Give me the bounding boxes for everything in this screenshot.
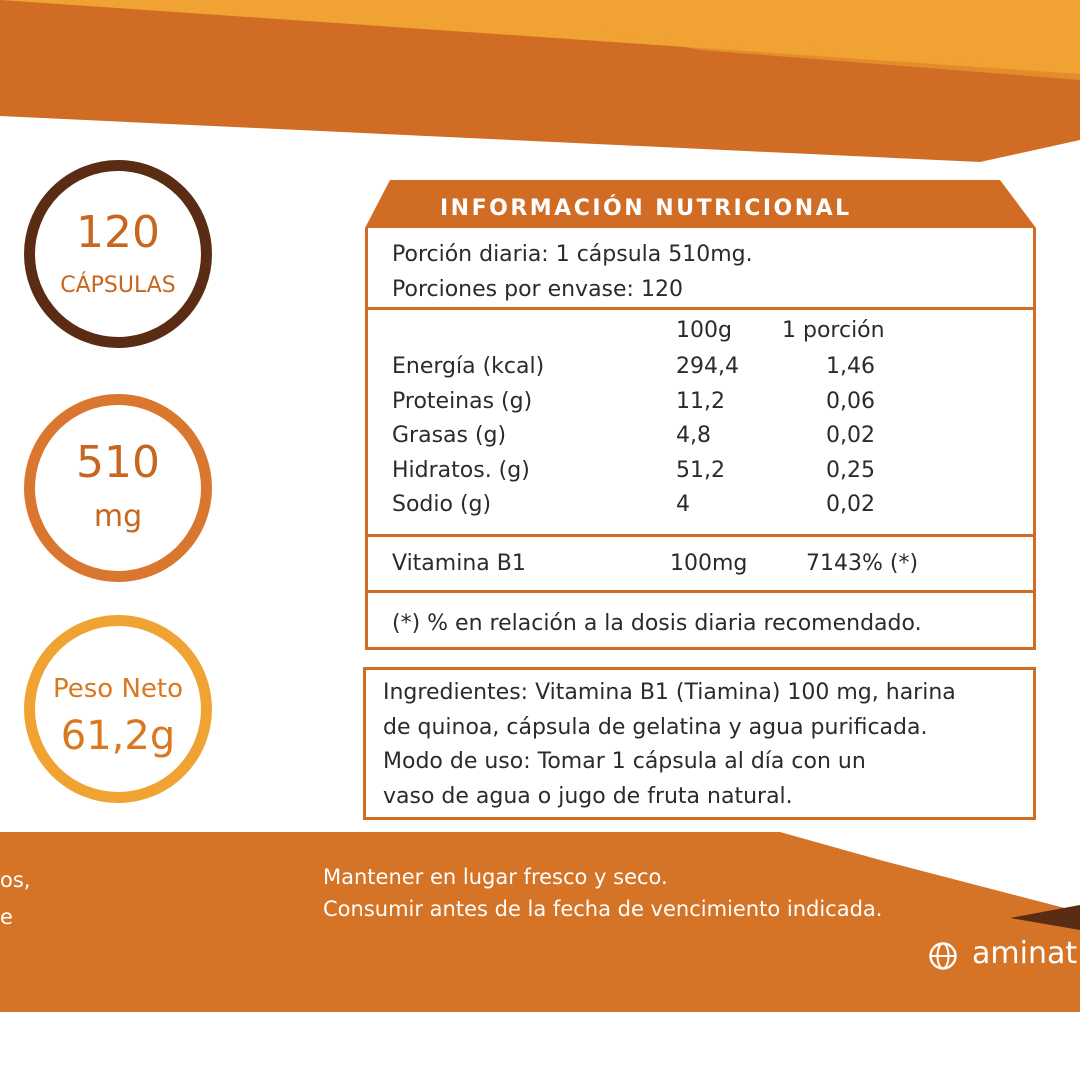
weight-number: 510: [76, 437, 160, 488]
vitamin-per100g: 100mg: [670, 551, 748, 576]
footer-left-fragment: e: [0, 905, 13, 929]
nutrient-per100g: 4: [676, 492, 690, 517]
nutrient-name: Sodio (g): [392, 492, 492, 517]
capsules-count: 120: [76, 207, 160, 258]
nutrient-name: Energía (kcal): [392, 354, 545, 379]
nutrient-name: Grasas (g): [392, 423, 507, 448]
nutrient-per100g: 11,2: [676, 389, 725, 414]
website-link[interactable]: aminat: [972, 936, 1078, 971]
capsules-badge: 120 CÁPSULAS: [24, 160, 212, 348]
nutrition-table: [365, 228, 1036, 650]
expiry-instruction: Consumir antes de la fecha de vencimient…: [323, 897, 883, 921]
nutrient-name: Hidratos. (g): [392, 458, 530, 483]
nutrient-portion: 0,02: [826, 423, 875, 448]
divider: [365, 307, 1036, 310]
ingredients-line: Ingredientes: Vitamina B1 (Tiamina) 100 …: [383, 680, 956, 705]
nutrition-title: INFORMACIÓN NUTRICIONAL: [440, 196, 852, 221]
nutrition-header-shape: [365, 180, 1036, 228]
ingredients-line: de quinoa, cápsula de gelatina y agua pu…: [383, 715, 928, 740]
bottom-band: [0, 832, 1080, 1012]
nutrient-per100g: 51,2: [676, 458, 725, 483]
top-band: [0, 0, 1080, 162]
column-header-100g: 100g: [676, 318, 732, 343]
usage-line: vaso de agua o jugo de fruta natural.: [383, 784, 793, 809]
vitamin-name: Vitamina B1: [392, 551, 526, 576]
nutrient-name: Proteinas (g): [392, 389, 533, 414]
vitamin-portion: 7143% (*): [806, 551, 919, 576]
weight-badge: 510 mg: [24, 394, 212, 582]
divider: [365, 590, 1036, 593]
nutrient-portion: 1,46: [826, 354, 875, 379]
column-header-portion: 1 porción: [782, 318, 885, 343]
nutrient-portion: 0,25: [826, 458, 875, 483]
net-weight-badge: Peso Neto 61,2g: [24, 615, 212, 803]
bottom-dark-accent: [1010, 905, 1080, 930]
nutrient-portion: 0,06: [826, 389, 875, 414]
ingredients-box: [363, 667, 1036, 820]
top-band-right-light: [600, 30, 1080, 80]
divider: [365, 534, 1036, 537]
storage-instruction: Mantener en lugar fresco y seco.: [323, 865, 668, 889]
servings-per-container: Porciones por envase: 120: [392, 277, 683, 302]
weight-unit: mg: [93, 499, 143, 534]
nutrient-per100g: 4,8: [676, 423, 711, 448]
nutrient-per100g: 294,4: [676, 354, 739, 379]
footer-left-fragment: os,: [0, 868, 31, 892]
capsules-unit: CÁPSULAS: [60, 273, 176, 298]
usage-line: Modo de uso: Tomar 1 cápsula al día con …: [383, 749, 866, 774]
net-weight-label: Peso Neto: [52, 674, 183, 704]
nutrient-portion: 0,02: [826, 492, 875, 517]
daily-portion: Porción diaria: 1 cápsula 510mg.: [392, 242, 753, 267]
daily-value-note: (*) % en relación a la dosis diaria reco…: [392, 611, 922, 636]
globe-icon: [929, 942, 957, 970]
net-weight-value: 61,2g: [60, 713, 176, 759]
